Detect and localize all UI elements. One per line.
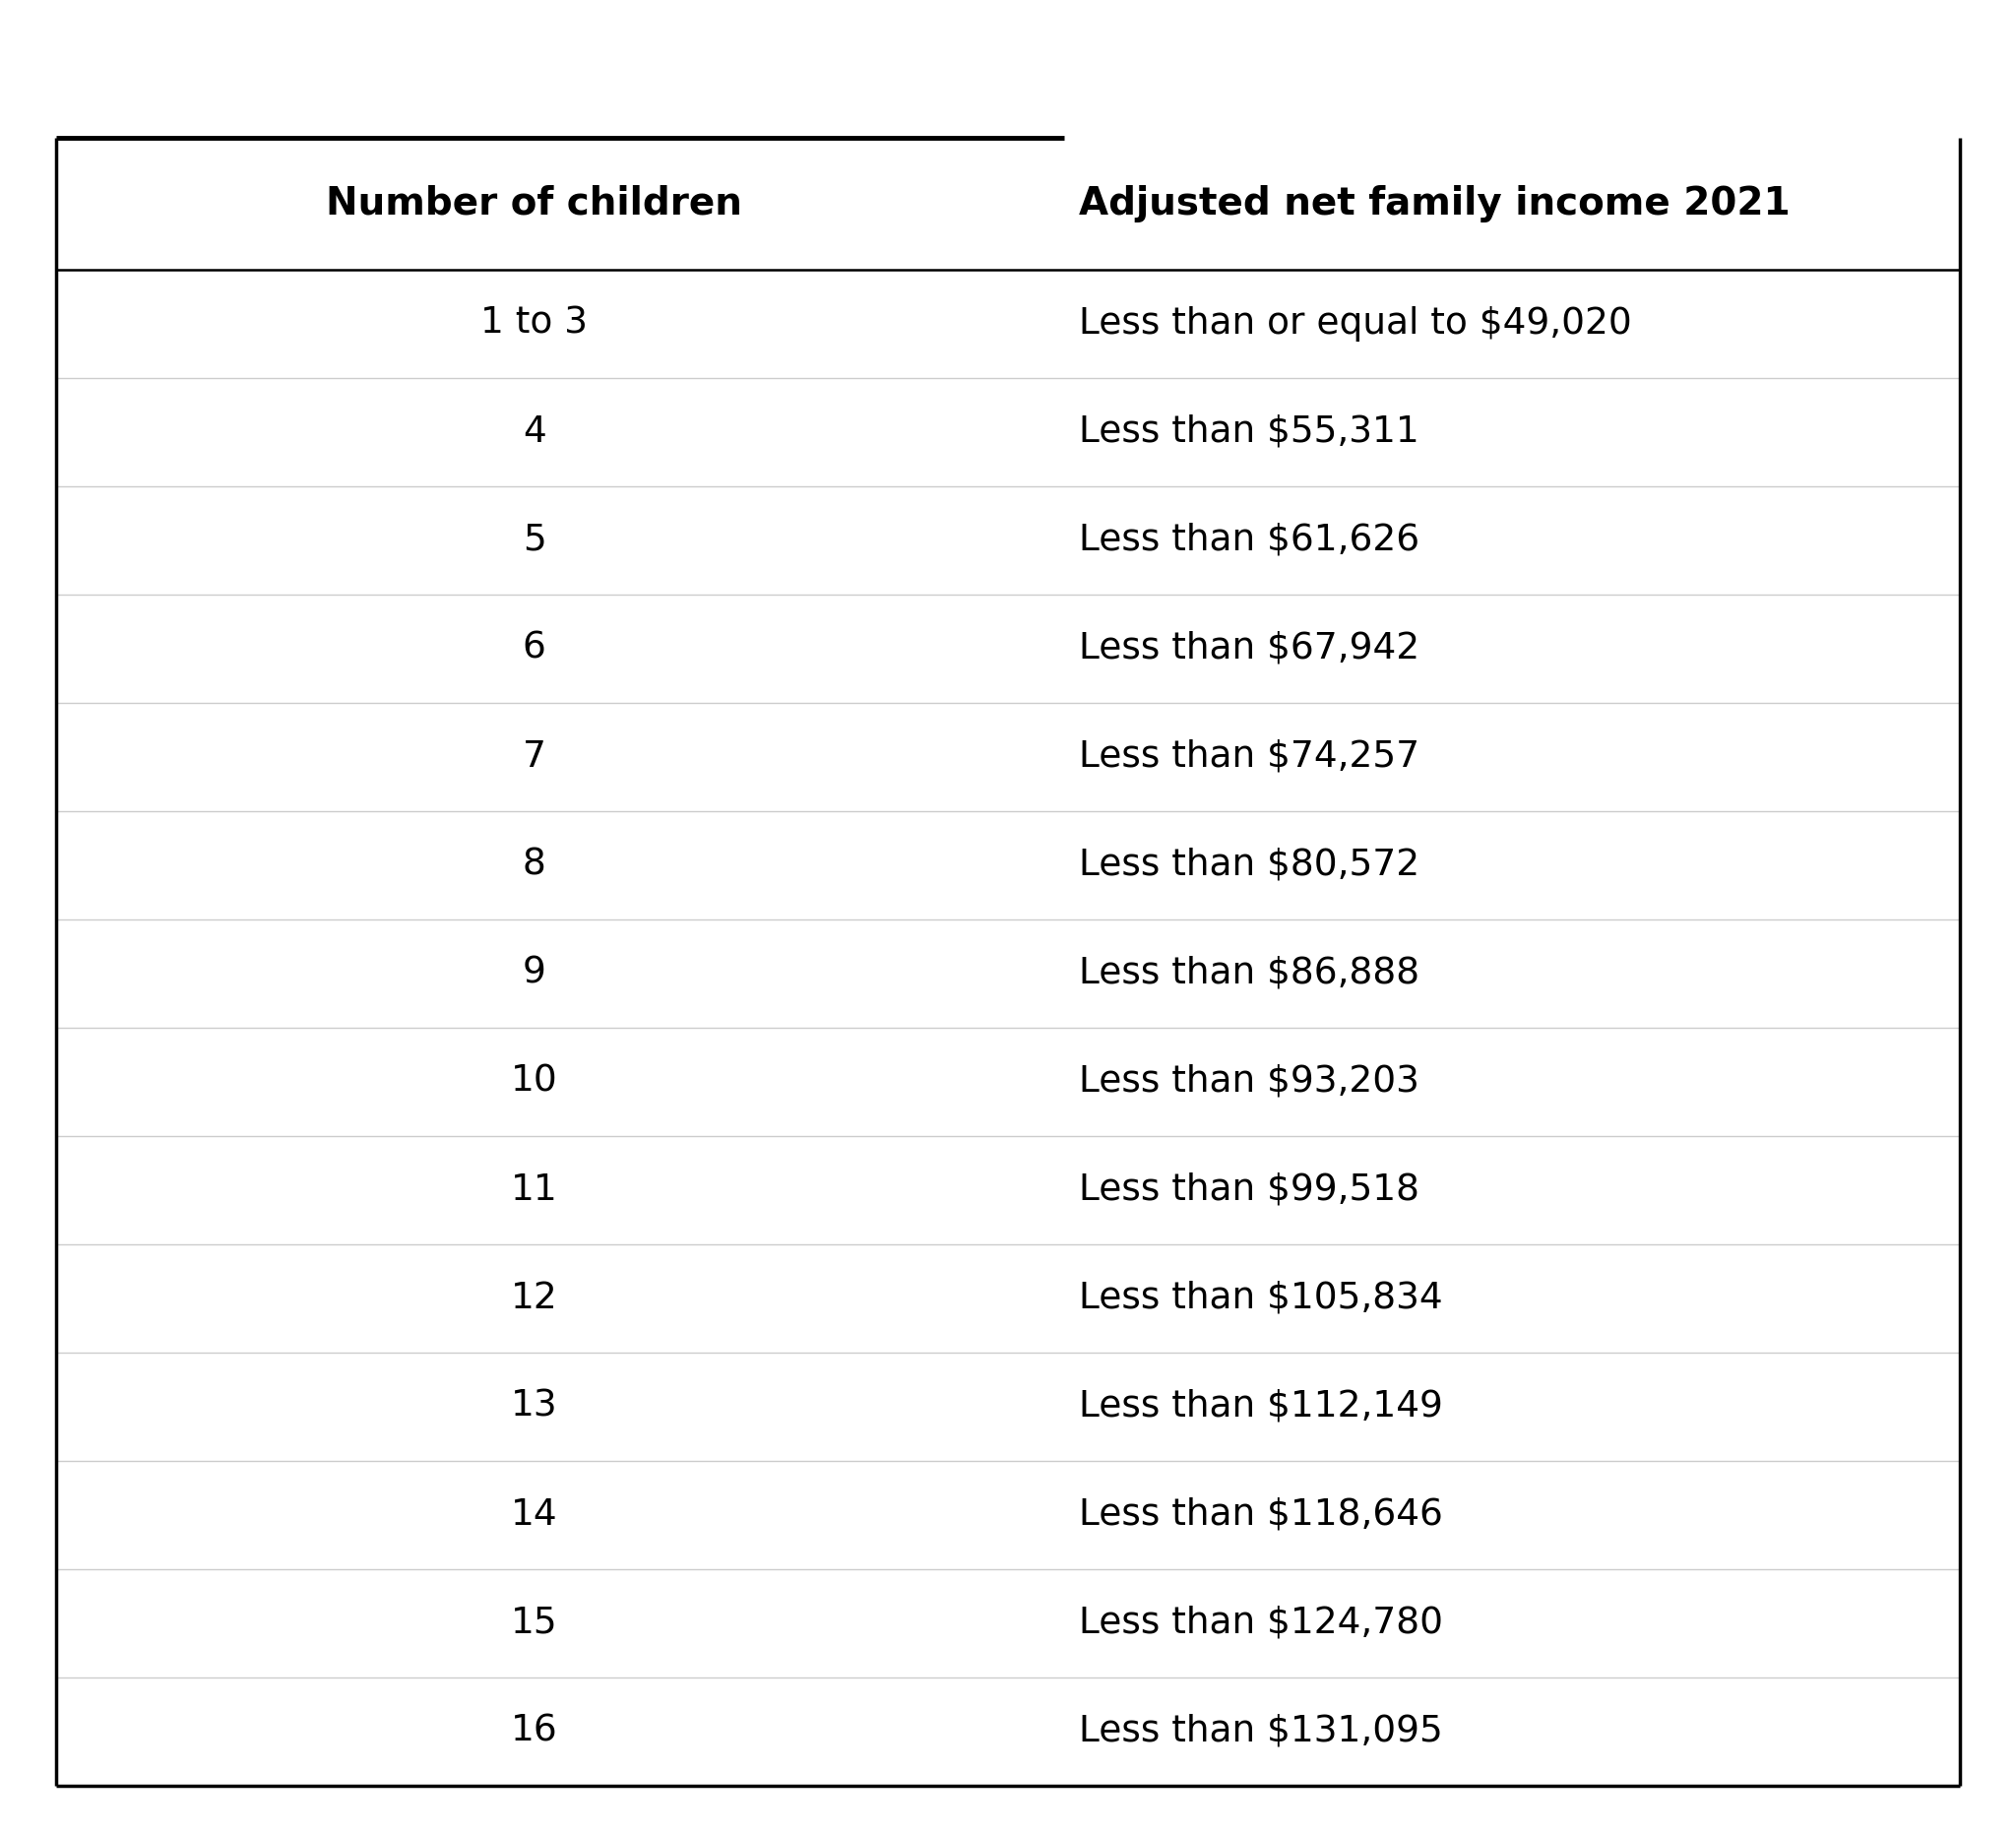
Text: Less than $93,203: Less than $93,203: [1079, 1064, 1419, 1099]
Text: 11: 11: [510, 1173, 558, 1207]
Bar: [56, 1352, 1960, 1461]
Bar: [56, 1677, 1960, 1785]
Bar: [56, 919, 1960, 1028]
Bar: [56, 1244, 1960, 1352]
Text: Number of children: Number of children: [327, 185, 742, 222]
Text: 1 to 3: 1 to 3: [480, 306, 589, 341]
Text: Less than $55,311: Less than $55,311: [1079, 415, 1419, 450]
Text: Less than $74,257: Less than $74,257: [1079, 740, 1419, 774]
Text: Less than $67,942: Less than $67,942: [1079, 631, 1419, 666]
Text: Less than or equal to $49,020: Less than or equal to $49,020: [1079, 306, 1631, 341]
Bar: [56, 1569, 1960, 1677]
Text: 9: 9: [522, 956, 546, 991]
Text: 6: 6: [522, 631, 546, 666]
Bar: [56, 486, 1960, 595]
Bar: [56, 595, 1960, 703]
Text: 15: 15: [510, 1606, 558, 1640]
Text: Less than $118,646: Less than $118,646: [1079, 1497, 1443, 1532]
Text: 13: 13: [510, 1389, 558, 1424]
Bar: [56, 811, 1960, 919]
Text: 4: 4: [522, 415, 546, 450]
Text: 10: 10: [510, 1064, 558, 1099]
Text: Less than $80,572: Less than $80,572: [1079, 848, 1419, 883]
Text: 7: 7: [522, 740, 546, 774]
Bar: [56, 270, 1960, 378]
Bar: [56, 1136, 1960, 1244]
Text: Less than $124,780: Less than $124,780: [1079, 1606, 1443, 1640]
Text: Less than $86,888: Less than $86,888: [1079, 956, 1419, 991]
Text: Adjusted net family income 2021: Adjusted net family income 2021: [1079, 185, 1790, 222]
Text: 16: 16: [510, 1714, 558, 1749]
Text: 14: 14: [510, 1497, 558, 1532]
Text: Less than $112,149: Less than $112,149: [1079, 1389, 1443, 1424]
Bar: [56, 1461, 1960, 1569]
Text: 8: 8: [522, 848, 546, 883]
Bar: [56, 138, 1960, 270]
Text: 5: 5: [522, 523, 546, 558]
Text: Less than $61,626: Less than $61,626: [1079, 523, 1419, 558]
Text: Less than $131,095: Less than $131,095: [1079, 1714, 1443, 1749]
Bar: [56, 378, 1960, 486]
Text: 12: 12: [510, 1281, 558, 1316]
Bar: [56, 703, 1960, 811]
Text: Less than $99,518: Less than $99,518: [1079, 1173, 1419, 1207]
Bar: [56, 1028, 1960, 1136]
Text: Less than $105,834: Less than $105,834: [1079, 1281, 1441, 1316]
